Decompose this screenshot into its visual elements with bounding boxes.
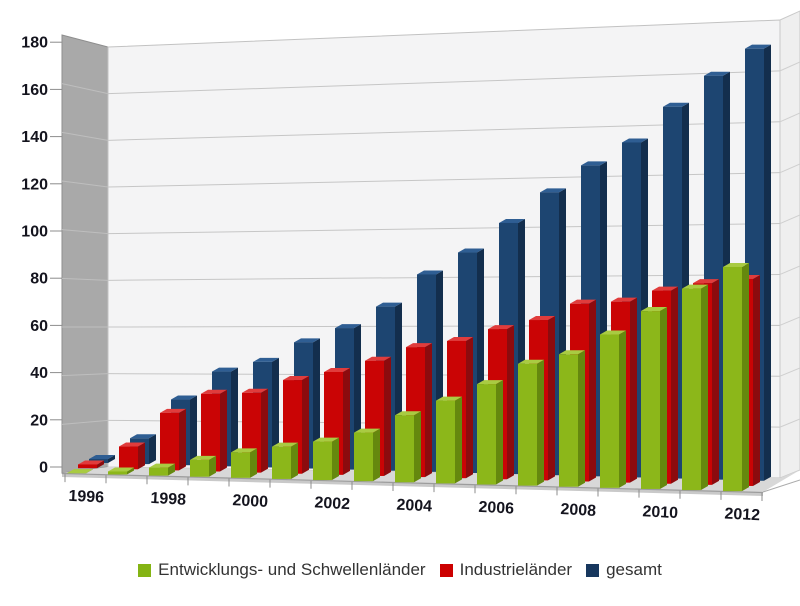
right-wall: [779, 10, 800, 479]
bar-2003-schwellenlaender: [354, 428, 380, 482]
bar-1998-industrielaender: [160, 408, 186, 471]
y-axis-label-140: 140: [21, 129, 48, 146]
legend-item-gesamt: gesamt: [586, 560, 662, 580]
x-axis-label-2000: 2000: [232, 492, 269, 511]
legend-label-industrielaender: Industrieländer: [459, 560, 573, 579]
x-axis-label-2012: 2012: [724, 506, 761, 525]
x-axis-labels: 1996 1998 2000 2002 2004 2006 2008 2010 2012: [68, 488, 761, 525]
chart-legend: Entwicklungs- und Schwellenländer Indust…: [0, 560, 800, 580]
y-axis-label-180: 180: [21, 35, 48, 52]
bars: [67, 44, 771, 492]
bar-1999-schwellenlaender: [190, 455, 216, 477]
legend-swatch-entwicklungslaender: [138, 563, 152, 577]
y-axis-label-120: 120: [21, 176, 48, 193]
y-axis-label-0: 0: [39, 460, 48, 477]
bar-2009-schwellenlaender: [600, 330, 626, 488]
legend-label-entwicklungslaender: Entwicklungs- und Schwellenländer: [158, 560, 426, 579]
left-wall: [61, 34, 109, 474]
bar-2011-schwellenlaender: [682, 284, 708, 491]
y-axis-label-20: 20: [30, 412, 48, 429]
x-axis-label-2010: 2010: [642, 503, 679, 522]
bar-2012-schwellenlaender: [723, 262, 749, 492]
x-axis-label-1998: 1998: [150, 490, 187, 509]
x-axis-label-2006: 2006: [478, 499, 515, 518]
bar-1997-schwellenlaender: [108, 467, 134, 475]
y-axis: 0 20 40 60 80 100 120 140 160 180: [21, 35, 62, 477]
legend-item-entwicklungslaender: Entwicklungs- und Schwellenländer: [138, 560, 426, 580]
legend-swatch-gesamt: [586, 563, 600, 577]
bar-2008-schwellenlaender: [559, 350, 585, 487]
x-axis-label-1996: 1996: [68, 488, 105, 507]
x-axis-label-2004: 2004: [396, 497, 433, 516]
y-axis-label-60: 60: [30, 318, 48, 335]
bar-2006-schwellenlaender: [477, 380, 503, 485]
y-axis-label-40: 40: [30, 365, 48, 382]
x-axis-label-2002: 2002: [314, 494, 351, 513]
bar-2004-schwellenlaender: [395, 411, 421, 483]
bar-2010-schwellenlaender: [641, 307, 667, 489]
bar-2001-schwellenlaender: [272, 442, 298, 479]
y-axis-label-160: 160: [21, 82, 48, 99]
bar-1999-industrielaender: [201, 389, 227, 472]
bar-1996-schwellenlaender: [67, 469, 93, 474]
chart-plot: 0 20 40 60 80 100 120 140 160 180 1996 1998 2000 2002…: [21, 10, 800, 525]
bar-1997-industrielaender: [119, 442, 145, 470]
bar-2005-schwellenlaender: [436, 396, 462, 484]
x-axis-label-2008: 2008: [560, 501, 597, 520]
y-axis-label-80: 80: [30, 271, 48, 288]
legend-label-gesamt: gesamt: [606, 560, 662, 579]
legend-swatch-industrielaender: [439, 563, 453, 577]
bar-1998-schwellenlaender: [149, 463, 175, 476]
bar-2000-schwellenlaender: [231, 448, 257, 478]
x-axis: [61, 472, 800, 501]
legend-item-industrielaender: Industrieländer: [439, 560, 573, 580]
bar-1996-industrielaender: [78, 460, 104, 469]
y-axis-label-100: 100: [21, 224, 48, 241]
bar-2002-schwellenlaender: [313, 437, 339, 481]
bar-2007-schwellenlaender: [518, 359, 544, 486]
